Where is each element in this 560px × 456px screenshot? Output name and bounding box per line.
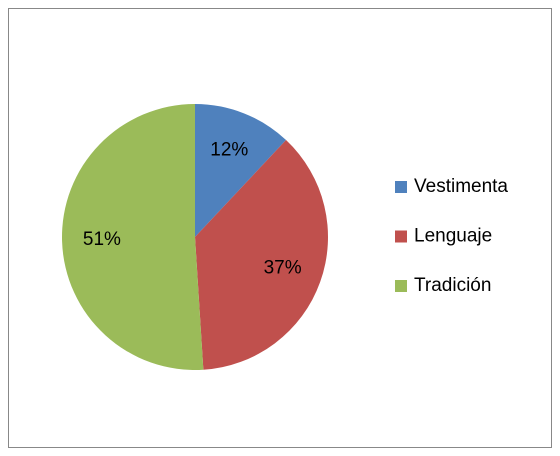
legend-label: Lenguaje [414, 226, 492, 247]
legend-label: Tradición [414, 275, 491, 296]
legend-swatch [395, 230, 407, 243]
data-label: 37% [264, 258, 302, 279]
legend-swatch [395, 181, 407, 193]
legend-label: Vestimenta [414, 176, 508, 197]
legend-swatch [395, 280, 407, 292]
pie-slice [195, 104, 287, 237]
data-label: 12% [210, 139, 248, 160]
pie-slice [61, 104, 204, 370]
data-label: 51% [83, 229, 121, 250]
pie-slice [195, 140, 328, 370]
